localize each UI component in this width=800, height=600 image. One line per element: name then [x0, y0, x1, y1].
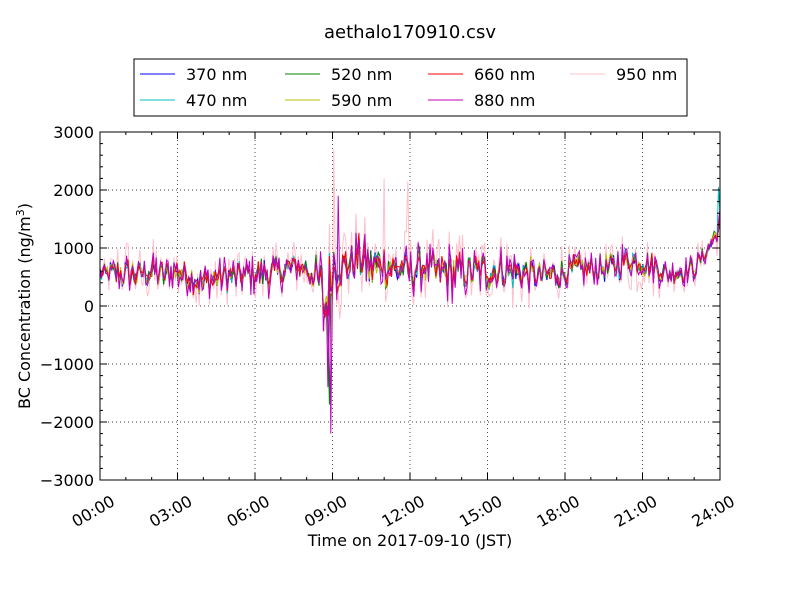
y-tick-label: −3000 — [40, 471, 94, 490]
y-axis-label-close: ) — [15, 203, 34, 209]
legend-label: 470 nm — [186, 91, 247, 110]
y-axis-label-sup: 3 — [14, 209, 27, 216]
y-tick-labels: 3000 2000 1000 0 −1000 −2000 −3000 — [40, 123, 94, 490]
chart-title: aethalo170910.csv — [324, 22, 496, 43]
y-axis-label-main: BC Concentration (ng/m — [15, 216, 34, 409]
legend-label: 660 nm — [474, 65, 535, 84]
legend: 370 nm 470 nm 520 nm 590 nm 660 nm 880 nm 950 … — [133, 58, 688, 117]
y-tick-label: 2000 — [53, 181, 94, 200]
legend-label: 370 nm — [186, 65, 247, 84]
legend-frame — [133, 58, 688, 117]
legend-label: 950 nm — [616, 65, 677, 84]
axis-ticks — [99, 131, 721, 481]
x-axis-label: Time on 2017-09-10 (JST) — [307, 531, 512, 550]
series-line-880-nm — [99, 195, 721, 434]
series-lines — [99, 149, 721, 434]
legend-label: 520 nm — [331, 65, 392, 84]
svg-text:BC Concentration (ng/m3): BC Concentration (ng/m3) — [14, 203, 34, 409]
y-tick-label: 3000 — [53, 123, 94, 142]
legend-label: 880 nm — [474, 91, 535, 110]
y-axis-label: BC Concentration (ng/m3) — [14, 203, 34, 409]
y-tick-label: 0 — [84, 297, 94, 316]
y-tick-label: 1000 — [53, 239, 94, 258]
plot-area — [99, 131, 721, 481]
y-tick-label: −1000 — [40, 355, 94, 374]
y-tick-label: −2000 — [40, 413, 94, 432]
legend-label: 590 nm — [331, 91, 392, 110]
